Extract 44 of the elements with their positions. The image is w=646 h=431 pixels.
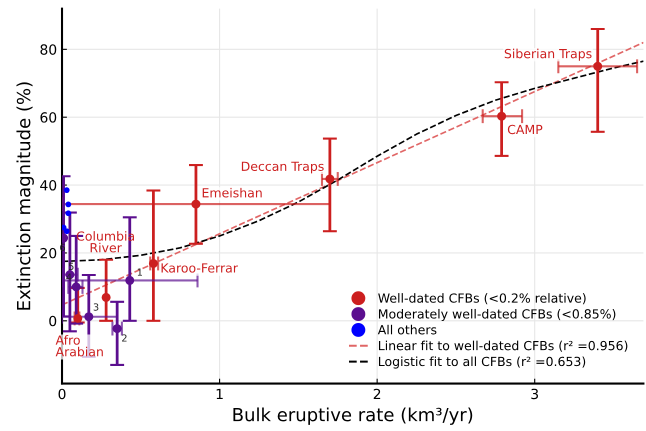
point bbox=[65, 202, 72, 208]
point bbox=[593, 62, 602, 71]
annotation: CAMP bbox=[508, 124, 542, 134]
line-series bbox=[62, 60, 644, 262]
point bbox=[84, 312, 94, 322]
point bbox=[497, 112, 506, 121]
annotation: 3 bbox=[94, 303, 98, 311]
x-axis-title: Bulk eruptive rate (km³/yr) bbox=[233, 407, 472, 425]
legend-label: All others bbox=[378, 324, 436, 334]
annotation: Emeishan bbox=[202, 188, 262, 198]
point bbox=[64, 187, 70, 194]
x-tick-label: 1 bbox=[216, 388, 223, 400]
legend-label: Moderately well-dated CFBs (<0.85%) bbox=[378, 308, 616, 322]
point bbox=[112, 324, 122, 334]
x-tick-label: 2 bbox=[374, 388, 380, 400]
y-axis-title: Extinction magnitude (%) bbox=[16, 82, 34, 310]
y-tick-label: 60 bbox=[40, 112, 56, 123]
annotation: Siberian Traps bbox=[504, 48, 592, 61]
point bbox=[125, 276, 134, 285]
point bbox=[64, 228, 70, 234]
legend-label: Logistic fit to all CFBs (r² =0.653) bbox=[378, 356, 586, 369]
x-tick-label: 0 bbox=[58, 388, 66, 400]
y-tick-label: 20 bbox=[40, 248, 56, 258]
y-tick-label: 40 bbox=[40, 180, 56, 191]
annotation: Karoo-Ferrar bbox=[162, 263, 238, 273]
legend-label: Linear fit to well-dated CFBs (r² =0.956) bbox=[378, 340, 628, 352]
annotation: 4 bbox=[66, 274, 72, 281]
y-tick-label: 0 bbox=[49, 316, 56, 326]
point bbox=[148, 258, 158, 268]
annotation: Deccan Traps bbox=[242, 162, 324, 174]
annotation: Afro Arabian bbox=[56, 335, 103, 356]
annotation: 5 bbox=[68, 262, 74, 270]
point bbox=[191, 200, 200, 209]
point bbox=[72, 282, 81, 292]
annotation: 1 bbox=[138, 268, 142, 276]
point bbox=[65, 210, 72, 216]
y-tick-label: 80 bbox=[40, 44, 56, 55]
point bbox=[325, 174, 334, 184]
legend-label: Well-dated CFBs (<0.2% relative) bbox=[378, 293, 586, 304]
annotation: 6 bbox=[60, 244, 65, 252]
point bbox=[102, 292, 111, 302]
point bbox=[73, 314, 82, 323]
annotation: 2 bbox=[122, 334, 127, 342]
x-tick-label: 3 bbox=[531, 388, 538, 400]
